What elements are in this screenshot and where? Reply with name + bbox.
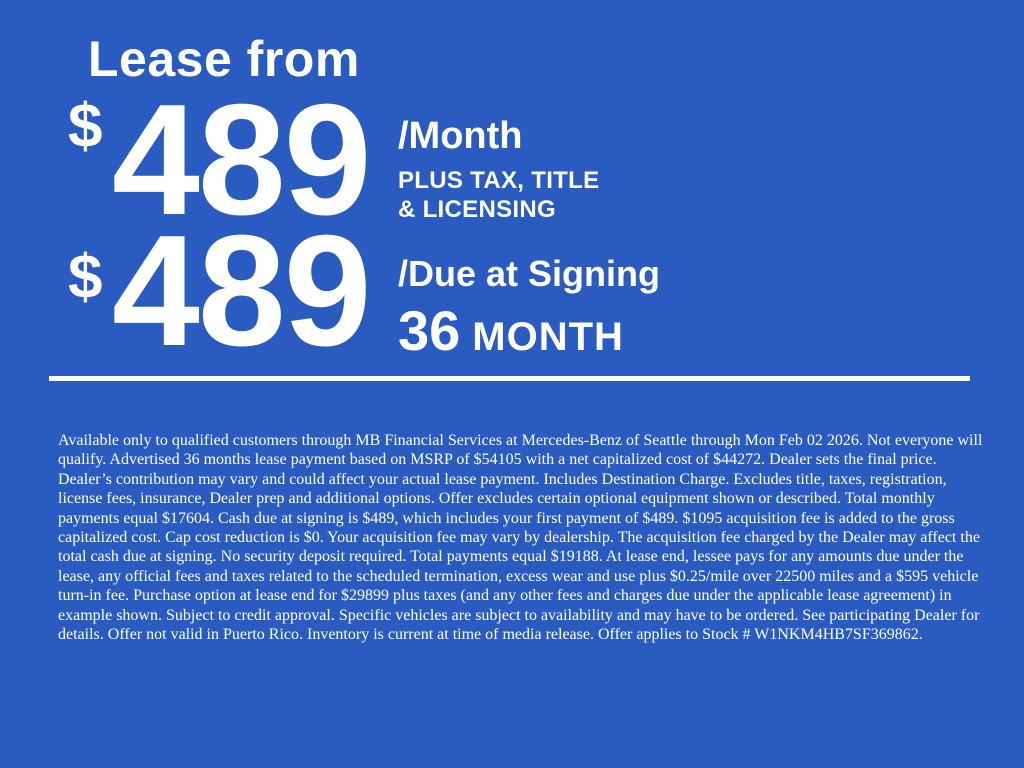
signing-offer-currency-symbol: $ <box>68 243 103 312</box>
legal-disclaimer-text: Available only to qualified customers th… <box>58 432 983 644</box>
lease-duration-unit: MONTH <box>472 315 624 359</box>
qualifier-line-1: PLUS TAX, TITLE <box>398 167 600 194</box>
qualifier-line-2: & LICENSING <box>398 196 556 223</box>
banner-title: Lease from <box>88 31 360 87</box>
monthly-offer-amount: 489 <box>112 72 372 248</box>
divider-line <box>49 376 970 381</box>
monthly-offer-term-label: /Month <box>398 115 523 157</box>
monthly-offer-currency-symbol: $ <box>68 92 103 161</box>
signing-offer-amount: 489 <box>112 203 372 379</box>
signing-offer-term-label: /Due at Signing <box>398 253 661 294</box>
monthly-offer-qualifier: PLUS TAX, TITLE & LICENSING <box>398 166 599 224</box>
lease-duration-value: 36 <box>398 299 461 362</box>
lease-duration: 36 MONTH <box>398 303 624 359</box>
